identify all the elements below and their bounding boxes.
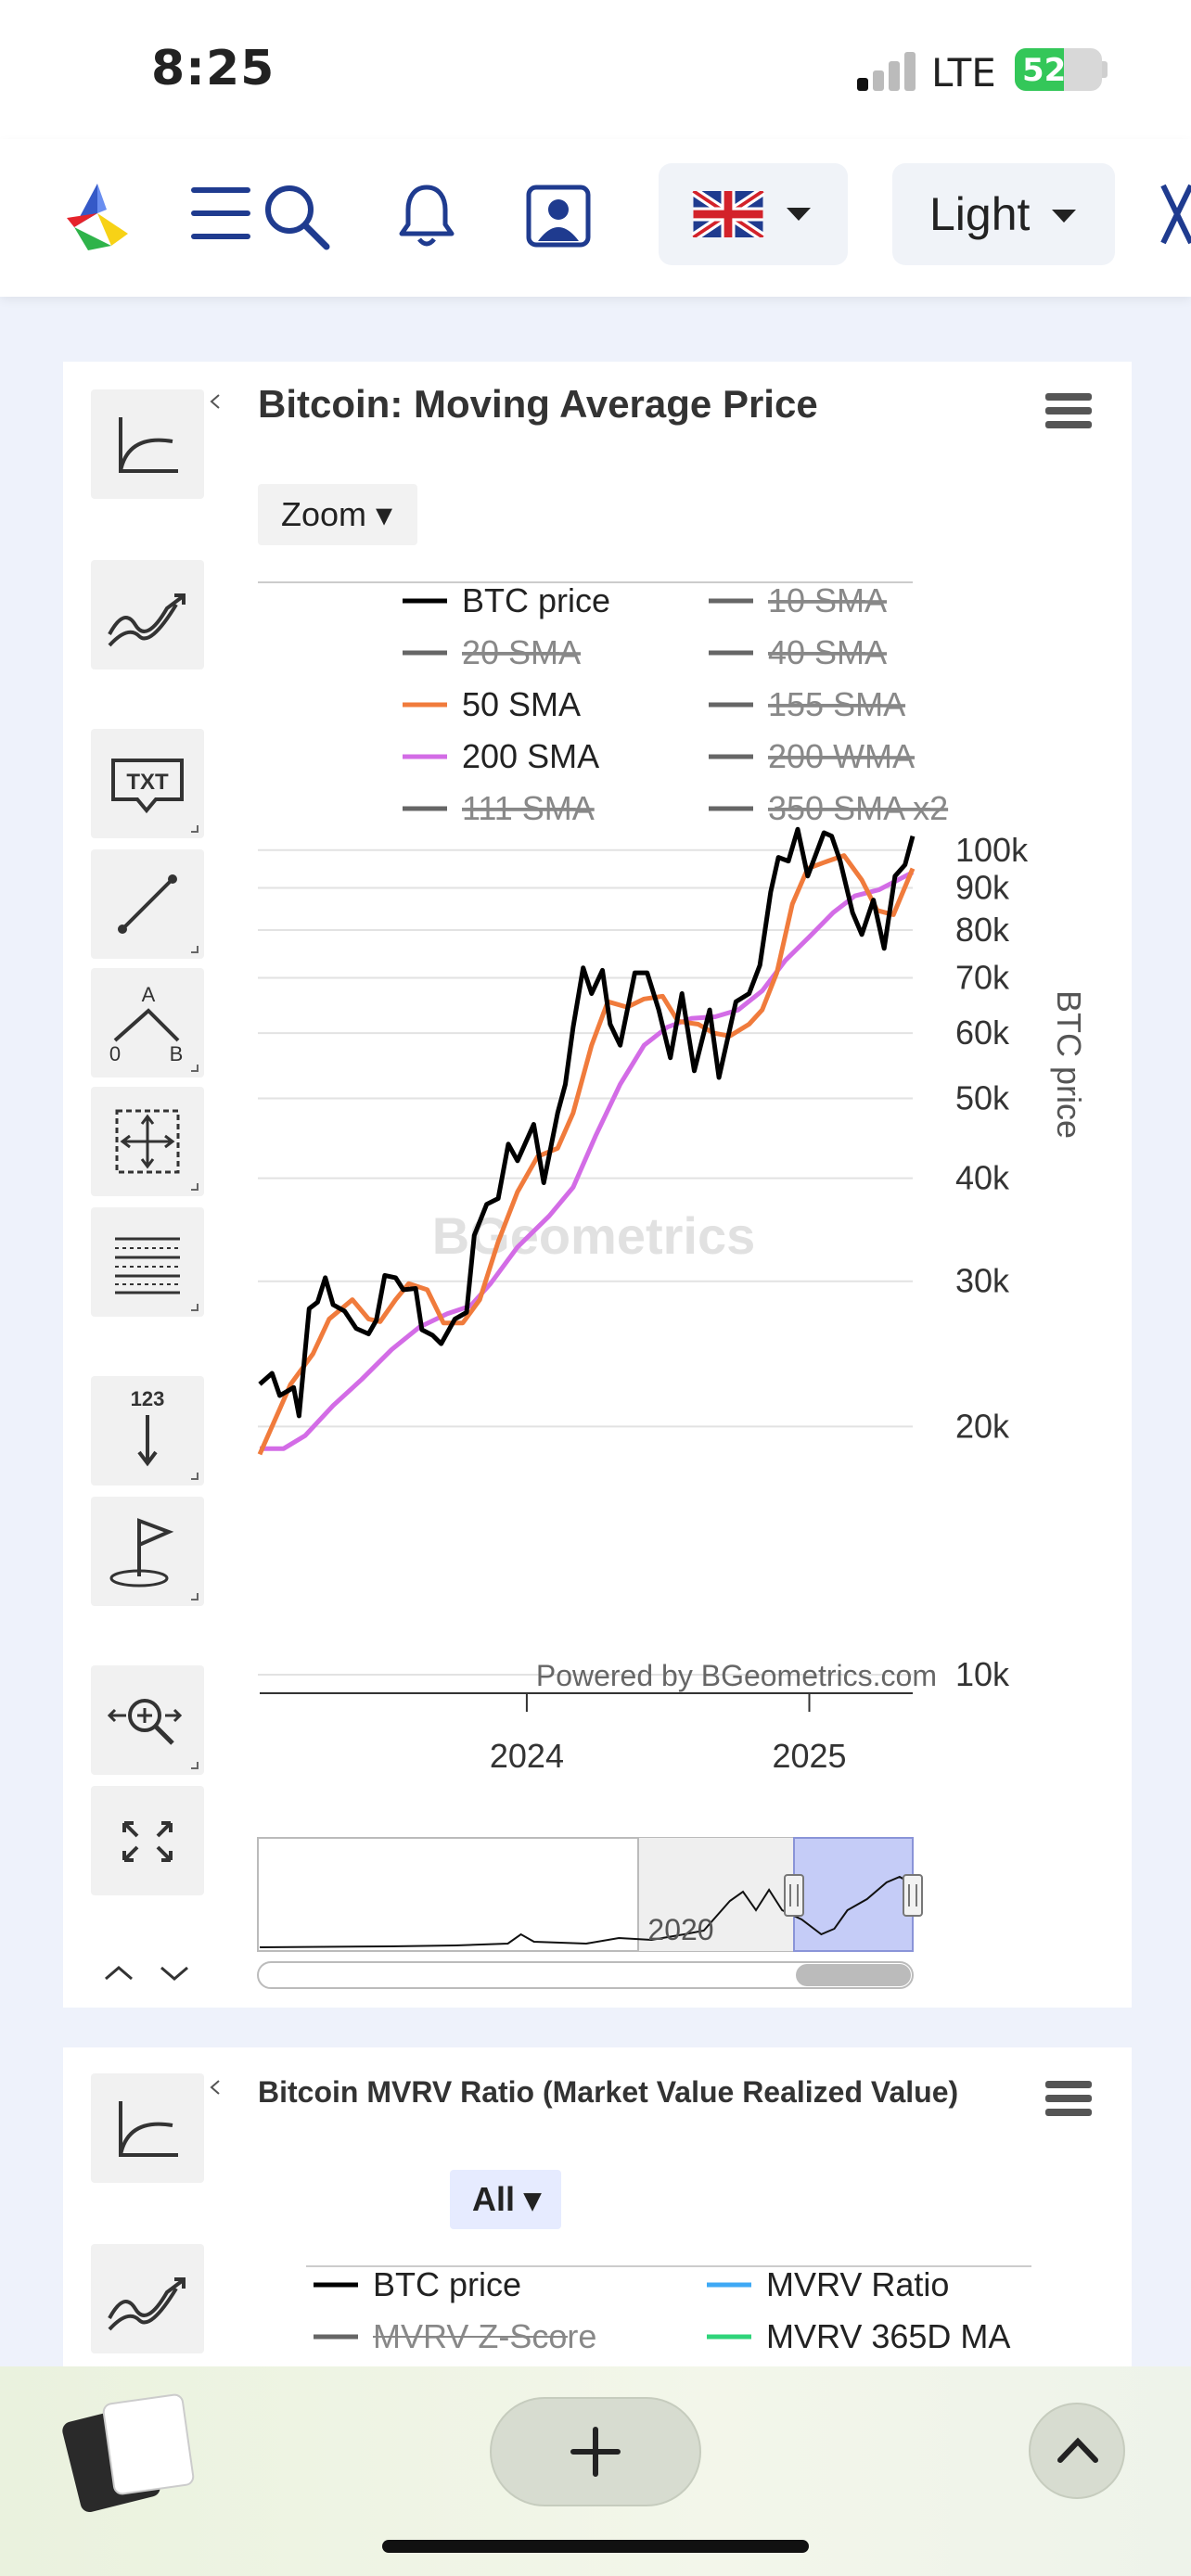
y-tick-label: 80k [955,911,1010,949]
y-tick-label: 20k [955,1407,1010,1445]
zoom-pan-icon [107,1699,183,1745]
zoom-dropdown[interactable]: Zoom ▾ [258,484,417,545]
svg-text:B: B [170,1042,184,1065]
y-tick-label: 60k [955,1014,1010,1052]
indicator-curve-icon [119,417,178,473]
indicator-curve-icon [119,2101,178,2157]
signal-icon [857,48,916,91]
x-tick-label: 2024 [490,1737,564,1775]
chart-title: Bitcoin: Moving Average Price [258,382,818,426]
horizontal-lines-icon [115,1237,180,1294]
series-line-50-sma [257,853,916,1456]
series-line-200-sma [260,870,915,1451]
tool-zoom-pan[interactable] [91,1665,204,1775]
watermark-text: BGeometrics [432,1206,756,1265]
svg-text:TXT: TXT [126,770,169,795]
tool-line[interactable] [91,849,204,959]
network-label: LTE [931,50,996,96]
x-tick-label: 2025 [772,1737,846,1775]
status-time: 8:25 [151,41,275,96]
legend-item[interactable]: BTC price [373,2265,521,2303]
svg-text:0: 0 [109,1042,121,1065]
tool-indicators-2[interactable] [91,2073,204,2183]
legend-item[interactable]: MVRV 365D MA [766,2317,1010,2355]
svg-text:A: A [142,983,156,1006]
legend-item[interactable]: 50 SMA [462,685,581,723]
bell-icon[interactable] [397,182,456,249]
tool-text-annotation[interactable]: TXT [91,729,204,838]
text-annotation-icon: TXT [111,759,184,814]
collapse-toolbar-icon[interactable] [208,389,223,414]
comparison-lines-icon [108,593,186,647]
y-tick-label: 50k [955,1078,1010,1116]
scroll-to-top-button[interactable] [1029,2403,1125,2499]
y-tick-label: 70k [955,959,1010,997]
tool-grid-lines[interactable] [91,1207,204,1317]
battery-icon: 52 [1015,48,1102,91]
tool-measure[interactable] [91,1087,204,1196]
tool-indicators[interactable] [91,389,204,499]
legend-item[interactable]: MVRV Ratio [766,2265,949,2303]
series-line-btc-price [258,826,916,1419]
navigator-scrollbar[interactable] [257,1961,914,1989]
chart-menu-button-2[interactable] [1045,2081,1092,2123]
legend-item[interactable]: 200 SMA [462,737,599,775]
search-icon[interactable] [262,182,332,252]
range-all-dropdown[interactable]: All ▾ [450,2170,561,2229]
tab-thumbnails[interactable] [60,2392,196,2515]
y-tick-label: 90k [955,868,1010,906]
vertical-counter-icon: 123 [131,1387,165,1467]
y-tick-label: 40k [955,1159,1010,1197]
navigator-handle-left[interactable] [784,1874,804,1917]
tool-fullscreen[interactable] [91,1786,204,1895]
theme-label: Light [929,188,1031,240]
chart-title-mvrv: Bitcoin MVRV Ratio (Market Value Realize… [258,2075,959,2109]
abc-pattern-icon: A 0 B [109,983,184,1065]
y-tick-label: 100k [955,831,1029,869]
chevron-down-icon [787,208,811,221]
uk-flag-icon [692,191,764,237]
tool-vertical-counter[interactable]: 123 [91,1376,204,1486]
tool-flag[interactable] [91,1497,204,1606]
close-icon[interactable] [1159,182,1191,247]
chevron-down-icon [1052,210,1076,223]
navigator-scrollbar-thumb[interactable] [796,1964,911,1986]
scroll-up-icon[interactable] [100,1960,137,1986]
status-bar: 8:25 LTE 52 [0,0,1191,139]
y-tick-label: 10k [955,1655,1010,1693]
language-selector[interactable] [659,163,848,265]
chevron-up-icon [1057,2437,1098,2463]
legend-item[interactable]: BTC price [462,581,610,619]
chart-credit: Powered by BGeometrics.com [536,1659,937,1692]
y-tick-label: 30k [955,1262,1010,1300]
theme-selector[interactable]: Light [892,163,1115,265]
btc-moving-average-chart: BGeometrics 10k 20k 30k 40k 50k 60k 70k 80k 90k1… [257,581,1088,1989]
measure-icon [115,1109,180,1174]
navigator-label: 2020 [647,1913,713,1946]
battery-level: 52 [1022,52,1067,89]
plus-icon [570,2427,621,2477]
site-logo-icon[interactable] [56,176,139,260]
scroll-down-icon[interactable] [156,1960,193,1986]
flag-icon [109,1518,174,1588]
y-axis-label: BTC price [1050,990,1088,1139]
new-tab-button[interactable] [490,2397,701,2506]
svg-text:123: 123 [131,1387,165,1410]
fullscreen-icon [122,1821,173,1862]
tool-comparison-2[interactable] [91,2244,204,2353]
profile-icon[interactable] [525,184,592,249]
chart-menu-button[interactable] [1045,393,1092,435]
chart-card-moving-average [63,362,1132,2008]
home-indicator [382,2540,809,2553]
range-navigator[interactable]: 2020 [257,1837,923,1952]
menu-icon[interactable] [189,185,254,243]
tool-fibonacci[interactable]: A 0 B [91,968,204,1078]
tool-comparison[interactable] [91,560,204,670]
collapse-toolbar-icon[interactable] [208,2075,223,2099]
line-tool-icon [118,874,177,934]
navigator-handle-right[interactable] [903,1874,923,1917]
comparison-lines-icon [108,2277,186,2331]
